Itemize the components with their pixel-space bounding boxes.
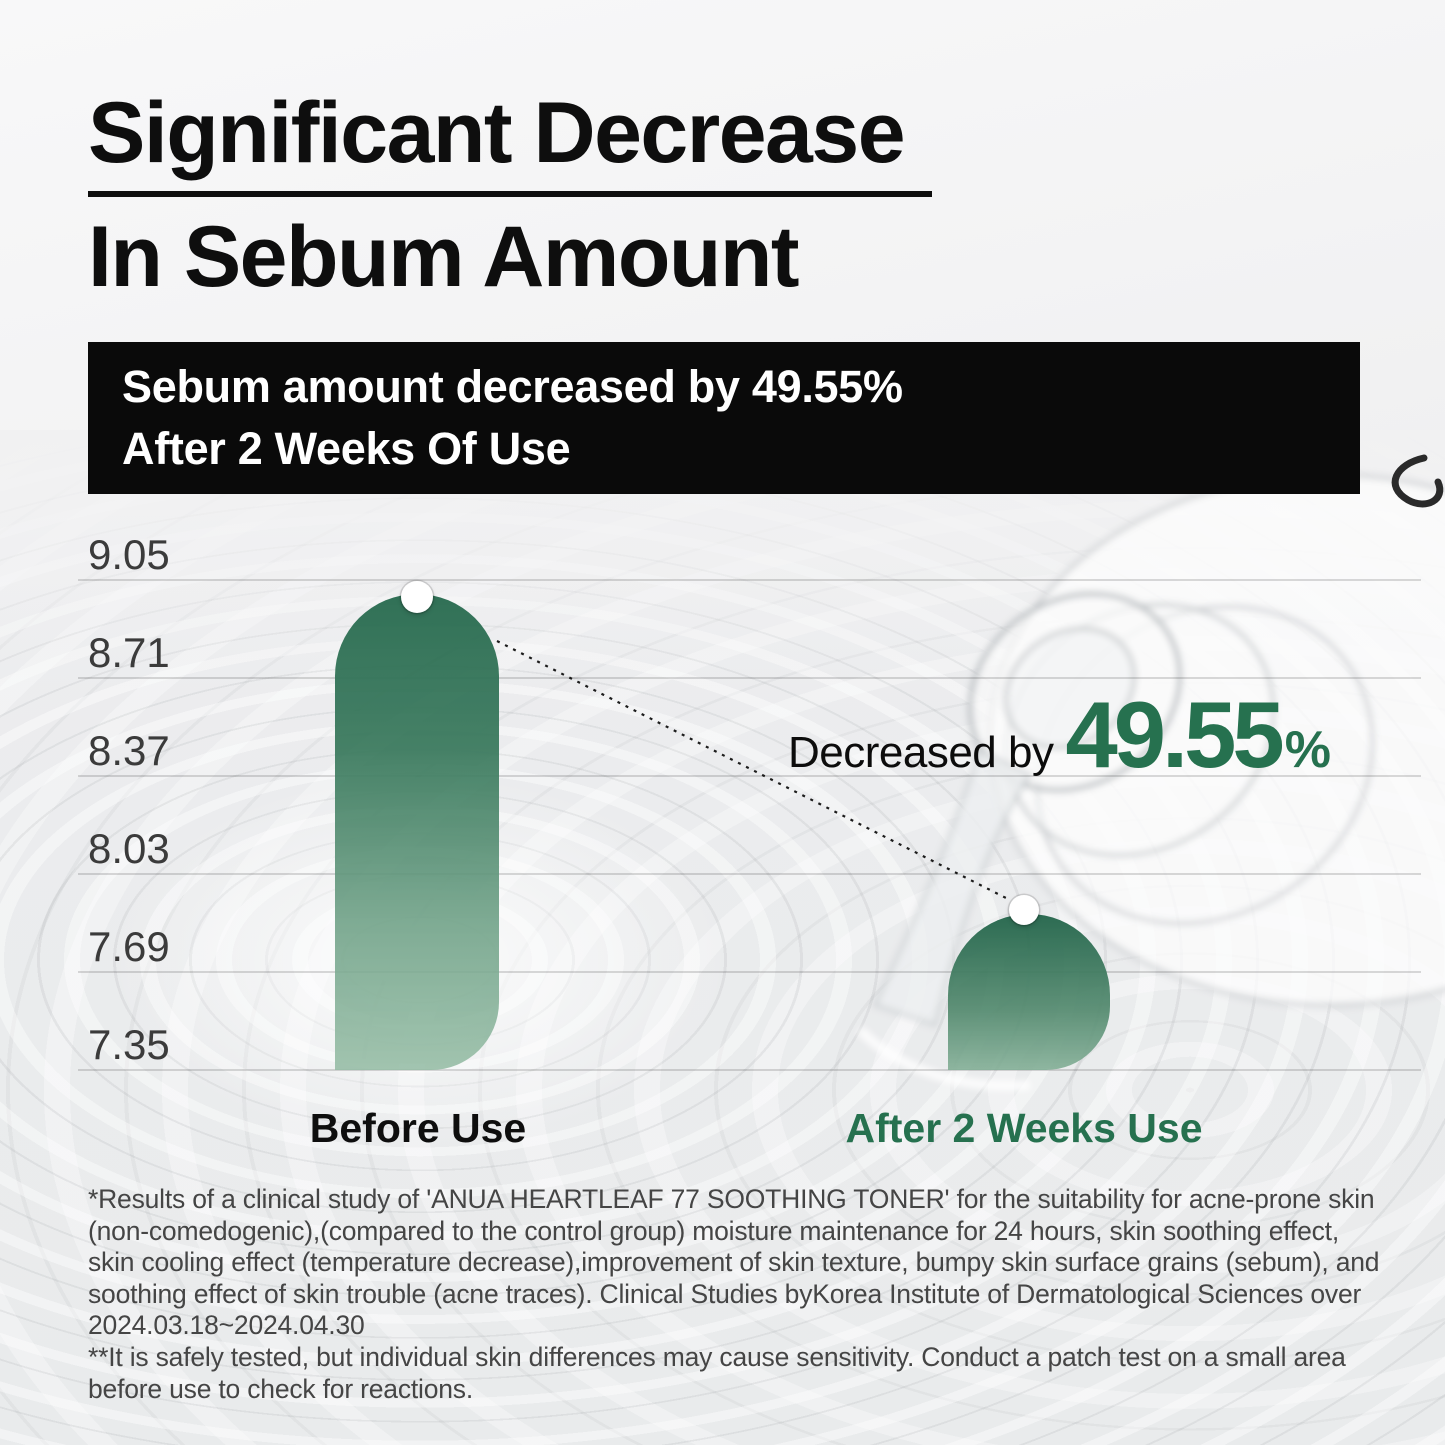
footnote-line: skin cooling effect (temperature decreas… [88, 1247, 1380, 1278]
bar-after-2-weeks [948, 914, 1110, 1070]
footnote-line: 2024.03.18~2024.04.30 [88, 1310, 365, 1341]
footnote-line: **It is safely tested, but individual sk… [88, 1341, 1346, 1372]
headline-banner: Sebum amount decreased by 49.55% After 2… [88, 342, 1360, 494]
y-axis-tick: 8.37 [88, 727, 170, 774]
footnote-line: *Results of a clinical study of 'ANUA HE… [88, 1184, 1375, 1214]
y-axis-tick: 9.05 [88, 531, 170, 578]
gridline [78, 677, 1421, 679]
gridline [78, 971, 1421, 973]
gridline [78, 579, 1421, 581]
bar-before-use [335, 594, 499, 1070]
banner-line2: After 2 Weeks Of Use [122, 423, 571, 474]
category-label-after-2-weeks: After 2 Weeks Use [845, 1105, 1203, 1151]
category-label-before-use: Before Use [309, 1105, 527, 1151]
data-point-marker-after [1009, 895, 1039, 925]
bottle-marking [1391, 454, 1444, 508]
data-point-marker-before [401, 581, 433, 613]
decrease-annotation-value: 49.55 [1065, 682, 1284, 787]
decrease-annotation-prefix: Decreased by [788, 728, 1054, 777]
page-title-line2: In Sebum Amount [88, 209, 800, 305]
gridline [78, 873, 1421, 875]
footnote-line: (non-comedogenic),(compared to the contr… [88, 1215, 1339, 1246]
y-axis-tick: 8.03 [88, 825, 170, 872]
banner-line1: Sebum amount decreased by 49.55% [122, 360, 903, 412]
splash-highlight [856, 1026, 1031, 1091]
decrease-annotation: Decreased by 49.55 % [788, 681, 1331, 789]
footnote-line: before use to check for reactions. [88, 1373, 474, 1404]
page-title-line1: Significant Decrease [88, 90, 933, 197]
y-axis-tick: 8.71 [88, 629, 170, 676]
decrease-annotation-percent-sign: % [1284, 721, 1331, 779]
footnote-line: soothing effect of skin trouble (acne tr… [88, 1278, 1362, 1309]
y-axis-tick: 7.69 [88, 923, 170, 970]
bottle-mouth-inner [1003, 626, 1137, 750]
page-title: Significant Decrease In Sebum Amount [88, 90, 933, 305]
footnote: *Results of a clinical study of 'ANUA HE… [88, 1184, 1408, 1405]
gridline [78, 1069, 1421, 1071]
y-axis-tick: 7.35 [88, 1021, 170, 1068]
